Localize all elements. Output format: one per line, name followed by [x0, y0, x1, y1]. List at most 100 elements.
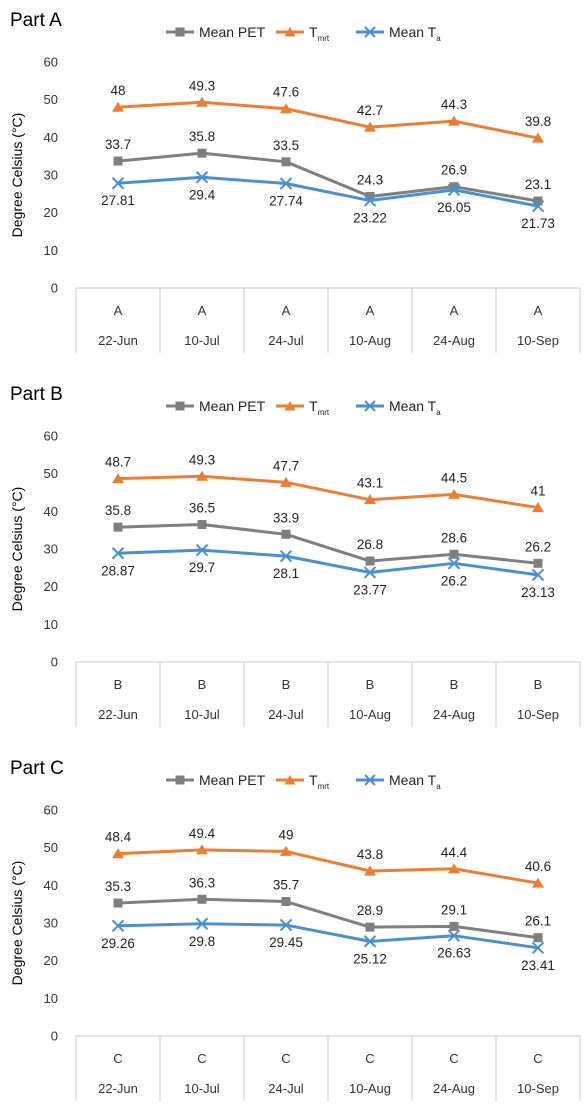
x-category-label: 22-Jun [98, 707, 138, 722]
y-tick-label: 20 [44, 953, 58, 968]
data-label-tmrt: 43.8 [357, 847, 383, 862]
data-label-tmrt: 47.7 [273, 458, 299, 473]
legend-pet-marker [175, 401, 185, 411]
legend: Mean PET Tmrt Mean Ta [166, 24, 441, 43]
data-point-ta [447, 929, 461, 942]
legend-tmrt-marker [284, 27, 296, 37]
x-group-label: C [365, 1051, 374, 1066]
data-point-ta [111, 919, 125, 932]
series-ta: 28.87 29.7 28.1 23.77 26.2 23.13 [101, 543, 555, 600]
series-pet: 35.3 36.3 35.7 28.9 29.1 26.1 [105, 875, 551, 943]
y-tick-label: 30 [44, 916, 58, 931]
legend-ta-main: Mean T [389, 24, 437, 40]
legend-tmrt-label: Tmrt [309, 398, 330, 417]
data-label-tmrt: 39.8 [525, 114, 551, 129]
data-label-ta: 29.8 [189, 934, 215, 949]
line-chart: Part B Mean PET Tmrt Mean Ta Degree Celsius … [9, 384, 581, 727]
legend-ta-label: Mean Ta [389, 398, 441, 417]
x-category-label: 10-Sep [517, 1081, 559, 1096]
data-label-tmrt: 44.3 [441, 97, 467, 112]
data-label-pet: 26.1 [525, 914, 551, 929]
x-category-label: 10-Sep [517, 333, 559, 348]
legend-ta-marker [364, 26, 376, 38]
data-label-tmrt: 49 [278, 827, 293, 842]
data-label-pet: 35.7 [273, 878, 299, 893]
legend-pet-marker [175, 27, 185, 37]
data-label-pet: 29.1 [441, 902, 467, 917]
legend-tmrt-marker [284, 775, 296, 785]
chart-panel-a: Part A Mean PET Tmrt Mean Ta Degree Celsius … [0, 0, 588, 370]
chart-title: Part B [10, 384, 63, 405]
y-tick-label: 50 [44, 466, 58, 481]
series-tmrt: 48 49.3 47.6 42.7 44.3 39.8 [110, 78, 551, 143]
data-label-ta: 29.26 [101, 936, 135, 951]
legend-pet-label: Mean PET [199, 772, 266, 788]
data-point-tmrt [112, 473, 124, 484]
x-category-label: 24-Jul [268, 707, 304, 722]
x-category-label: 24-Aug [433, 333, 475, 348]
data-label-pet: 26.2 [525, 539, 551, 554]
y-tick-label: 10 [44, 617, 58, 632]
data-label-ta: 29.7 [189, 560, 215, 575]
x-group-label: B [450, 677, 459, 692]
legend: Mean PET Tmrt Mean Ta [166, 772, 441, 791]
data-label-pet: 36.5 [189, 501, 215, 516]
data-label-pet: 35.3 [105, 879, 131, 894]
x-group-label: C [197, 1051, 206, 1066]
data-label-tmrt: 43.1 [357, 476, 383, 491]
data-point-ta [111, 547, 125, 560]
series-ta-line [117, 922, 539, 950]
y-tick-label: 0 [51, 281, 58, 296]
data-label-ta: 26.2 [441, 573, 467, 588]
legend-ta-label: Mean Ta [389, 24, 441, 43]
y-tick-label: 0 [51, 1029, 58, 1044]
data-label-ta: 26.63 [437, 946, 471, 961]
series-ta: 29.26 29.8 29.45 25.12 26.63 23.41 [101, 917, 555, 973]
series-ta: 27.81 29.4 27.74 23.22 26.05 21.73 [101, 171, 555, 231]
legend-tmrt-sub: mrt [318, 782, 330, 791]
series-tmrt-line [117, 848, 539, 885]
y-tick-label: 40 [44, 130, 58, 145]
chart-panel-c: Part C Mean PET Tmrt Mean Ta Degree Celsius … [0, 748, 588, 1118]
data-point-ta [195, 543, 209, 557]
data-point-ta [195, 917, 209, 930]
data-label-tmrt: 49.3 [189, 78, 215, 93]
y-tick-label: 60 [44, 55, 58, 70]
legend-tmrt-sub: mrt [318, 34, 330, 43]
data-label-pet: 28.6 [441, 530, 467, 545]
data-point-ta [279, 918, 293, 932]
data-point-pet [281, 529, 291, 539]
data-point-tmrt [196, 96, 208, 107]
data-label-pet: 24.3 [357, 172, 383, 187]
chart-title: Part C [10, 758, 64, 779]
data-label-pet: 36.3 [189, 875, 215, 890]
data-point-pet [533, 558, 543, 568]
y-tick-label: 60 [44, 429, 58, 444]
y-tick-label: 20 [44, 579, 58, 594]
data-label-tmrt: 48.4 [105, 830, 132, 845]
data-label-tmrt: 48 [110, 83, 125, 98]
legend-tmrt-sub: mrt [318, 408, 330, 417]
legend-tmrt-main: T [309, 24, 318, 40]
data-point-tmrt [280, 476, 292, 487]
legend-tmrt-marker [284, 401, 296, 411]
data-label-pet: 33.7 [105, 137, 131, 152]
y-tick-label: 20 [44, 205, 58, 220]
data-point-pet [281, 897, 291, 907]
x-group-label: C [533, 1051, 542, 1066]
data-point-tmrt [112, 101, 124, 112]
data-point-pet [197, 148, 207, 158]
data-label-pet: 26.9 [441, 163, 467, 178]
data-label-pet: 28.9 [357, 903, 383, 918]
data-point-tmrt [196, 470, 208, 481]
data-label-ta: 29.45 [269, 935, 303, 950]
chart-panel-b: Part B Mean PET Tmrt Mean Ta Degree Celsius … [0, 374, 588, 744]
data-point-tmrt [532, 877, 544, 888]
y-tick-label: 40 [44, 504, 58, 519]
data-label-tmrt: 40.6 [525, 859, 551, 874]
x-category-label: 10-Jul [184, 707, 220, 722]
data-point-ta [447, 183, 461, 197]
data-point-ta [447, 557, 461, 570]
legend-pet-marker [175, 775, 185, 785]
legend-ta-label: Mean Ta [389, 772, 441, 791]
